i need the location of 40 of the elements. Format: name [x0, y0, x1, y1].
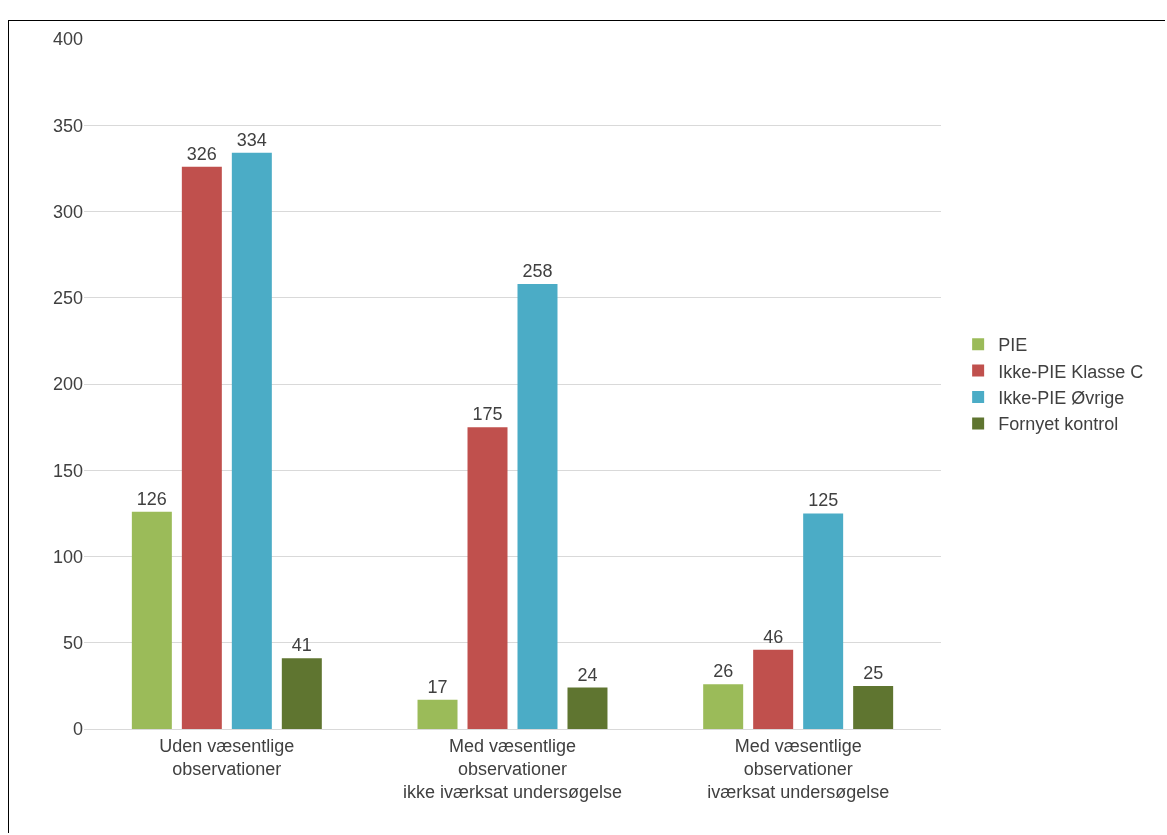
data-label: 26	[713, 661, 734, 682]
data-label: 326	[186, 143, 217, 164]
data-label: 258	[522, 260, 553, 281]
y-tick-label: 0	[72, 719, 83, 740]
y-tick-label: 400	[52, 29, 83, 50]
legend-label: Fornyet kontrol	[998, 414, 1119, 435]
bar	[467, 427, 508, 729]
y-tick-label: 350	[52, 115, 83, 136]
data-label: 41	[291, 635, 312, 656]
y-tick-label: 50	[62, 633, 83, 654]
x-tick-label: Med væsentlige observationer iværksat undersøgelse	[707, 735, 890, 803]
y-tick-label: 300	[52, 201, 83, 222]
y-tick-label: 200	[52, 374, 83, 395]
legend-label: Ikke-PIE Klasse C	[998, 361, 1144, 382]
bar	[281, 658, 322, 729]
data-label: 46	[763, 626, 784, 647]
bar	[417, 699, 458, 729]
data-label: 334	[236, 129, 267, 150]
bar	[753, 649, 794, 729]
data-label: 24	[577, 664, 598, 685]
bar	[703, 684, 744, 729]
y-tick-label: 100	[52, 546, 83, 567]
bar	[567, 687, 608, 729]
bar	[853, 685, 894, 729]
bar	[517, 283, 558, 729]
legend-label: Ikke-PIE Øvrige	[998, 388, 1125, 409]
data-label: 25	[863, 662, 884, 683]
bar	[181, 166, 222, 729]
bar	[803, 513, 844, 729]
y-tick-label: 250	[52, 288, 83, 309]
bar	[131, 511, 172, 729]
data-label: 175	[472, 404, 503, 425]
data-label: 126	[136, 488, 167, 509]
x-tick-label: Uden væsentlige observationer	[159, 735, 295, 779]
data-label: 125	[808, 490, 839, 511]
bar	[231, 152, 272, 729]
x-tick-label: Med væsentlige observationer ikke iværksat undersøgelse	[402, 735, 623, 803]
y-tick-label: 150	[52, 460, 83, 481]
legend-label: PIE	[998, 335, 1028, 356]
data-label: 17	[427, 676, 448, 697]
